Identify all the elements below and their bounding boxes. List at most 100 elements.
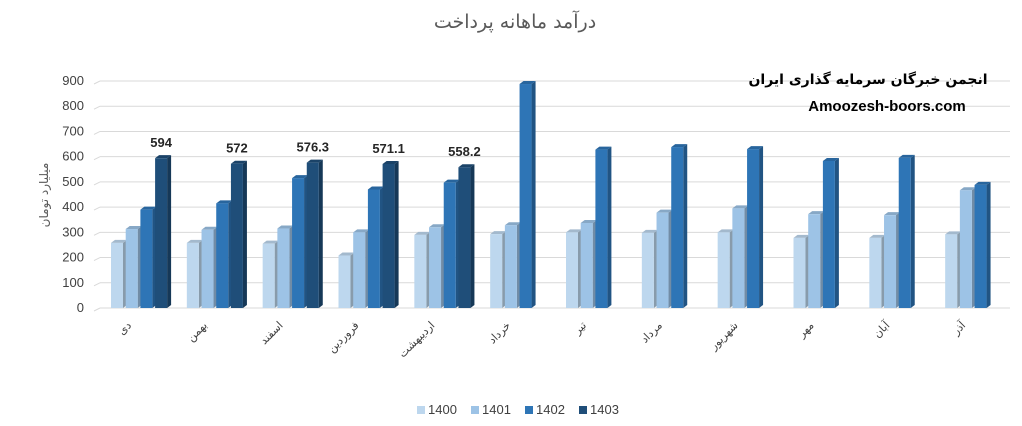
bar	[292, 175, 309, 308]
bar-front	[504, 225, 517, 308]
bar-top	[230, 160, 247, 164]
legend-label: 1403	[590, 402, 619, 417]
bar-top	[262, 240, 279, 244]
bar	[125, 226, 142, 308]
bar	[974, 181, 991, 308]
legend-swatch	[417, 406, 425, 414]
bar-front	[201, 229, 214, 308]
bar-front	[458, 167, 471, 308]
bar	[519, 81, 536, 308]
bar	[338, 252, 355, 308]
bar-side	[470, 164, 475, 308]
bar-side	[167, 155, 172, 308]
bar-front	[353, 232, 366, 308]
bar-front	[292, 178, 305, 308]
bar	[306, 159, 323, 308]
bar-front	[490, 234, 503, 308]
bar-top	[504, 222, 521, 226]
bar-front	[155, 158, 168, 308]
bar-side	[242, 160, 247, 308]
bar-front	[747, 149, 760, 308]
category-label: مرداد	[638, 319, 665, 346]
bar	[504, 222, 521, 308]
bar-top	[201, 226, 218, 230]
category-label: تیر	[570, 319, 589, 338]
bar	[155, 155, 172, 308]
bar	[717, 229, 734, 308]
bar	[490, 231, 507, 308]
bar-top	[338, 252, 355, 256]
bar-top	[125, 226, 142, 230]
data-label: 594	[150, 135, 172, 150]
legend-swatch	[525, 406, 533, 414]
bar-top	[869, 234, 886, 238]
bar-front	[898, 157, 911, 308]
y-tick-label: 900	[62, 73, 84, 88]
bar-top	[155, 155, 172, 159]
bar-front	[732, 208, 745, 308]
bar	[201, 226, 218, 308]
bar-front	[338, 255, 351, 308]
y-axis-label: میلیارد تومان	[37, 163, 52, 228]
y-tick-label: 200	[62, 250, 84, 265]
bar-front	[429, 227, 442, 308]
gridline-depth	[93, 105, 101, 110]
bar	[580, 220, 597, 308]
bar-top	[490, 231, 507, 235]
bar-top	[656, 209, 673, 213]
bar	[641, 229, 658, 308]
data-label: 576.3	[296, 140, 329, 155]
y-tick-label: 300	[62, 224, 84, 239]
bar-top	[353, 229, 370, 233]
category-labels: دی بهمن اسفند فروردین اردیبهشت خرداد تیر مرداد ش…	[115, 318, 969, 361]
bar	[429, 224, 446, 308]
bar-front	[306, 162, 319, 308]
category-label: آذر	[948, 318, 969, 339]
bar	[186, 239, 203, 308]
category-label: فروردین	[325, 319, 361, 355]
bar-top	[945, 231, 962, 235]
bar	[793, 234, 810, 308]
bar-front	[869, 237, 882, 308]
bar-top	[216, 200, 233, 204]
bar-side	[986, 181, 991, 308]
bar-front	[945, 234, 958, 308]
bar-top	[367, 186, 384, 190]
bar	[566, 229, 582, 308]
category-label: شهریور	[706, 319, 740, 353]
y-tick-label: 0	[77, 300, 84, 315]
data-label: 572	[226, 141, 248, 156]
bar-front	[793, 237, 806, 308]
bar-front	[230, 163, 243, 308]
bar-front	[595, 149, 608, 308]
legend-swatch	[579, 406, 587, 414]
bar-top	[140, 206, 157, 210]
bar-front	[822, 160, 835, 308]
bar-front	[414, 234, 427, 308]
bar-top	[793, 234, 810, 238]
bar	[140, 206, 157, 308]
bar-front	[580, 223, 593, 308]
bar-front	[186, 242, 199, 308]
bar-front	[140, 209, 153, 308]
bar	[656, 209, 673, 308]
bar-front	[717, 232, 730, 308]
bar	[262, 240, 279, 308]
bar-front	[974, 184, 987, 308]
bar-top	[306, 159, 323, 163]
bar-side	[607, 146, 612, 308]
category-label: اسفند	[257, 319, 285, 347]
bar-front	[443, 182, 456, 308]
bar	[945, 231, 962, 308]
y-tick-label: 100	[62, 275, 84, 290]
bar-front	[808, 214, 821, 308]
bar-top	[292, 175, 309, 179]
bar-top	[443, 179, 460, 183]
legend-label: 1402	[536, 402, 565, 417]
gridline-depth	[93, 206, 101, 211]
watermark-line2: Amoozesh-boors.com	[808, 98, 966, 115]
gridline-depth	[93, 130, 101, 135]
data-label: 558.2	[448, 144, 481, 159]
bar-top	[277, 225, 294, 229]
y-tick-label: 400	[62, 199, 84, 214]
